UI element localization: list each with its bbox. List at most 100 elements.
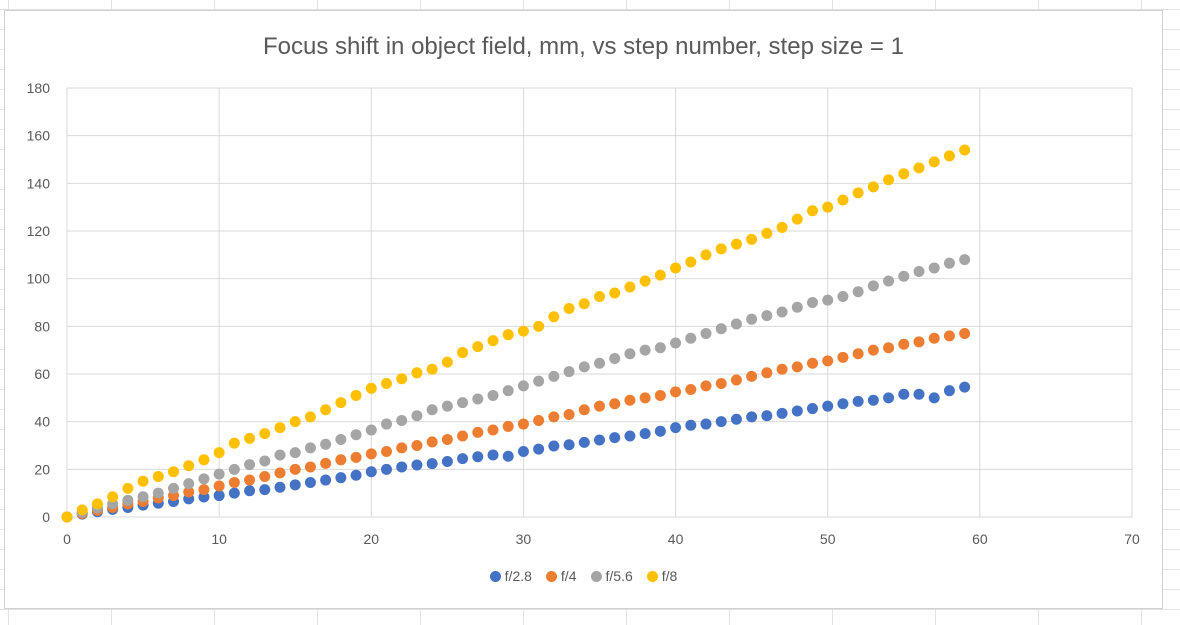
data-point[interactable] [426, 458, 438, 470]
data-point[interactable] [913, 266, 925, 278]
data-point[interactable] [76, 504, 88, 516]
data-point[interactable] [654, 389, 666, 401]
data-point[interactable] [700, 249, 712, 261]
data-point[interactable] [928, 262, 940, 274]
data-point[interactable] [213, 447, 225, 459]
data-point[interactable] [137, 475, 149, 487]
data-point[interactable] [791, 405, 803, 417]
data-point[interactable] [761, 410, 773, 422]
data-point[interactable] [517, 418, 529, 430]
data-point[interactable] [959, 381, 971, 393]
data-point[interactable] [867, 344, 879, 356]
legend-item[interactable]: f/4 [545, 568, 577, 584]
data-point[interactable] [213, 480, 225, 492]
data-point[interactable] [320, 457, 332, 469]
data-point[interactable] [426, 363, 438, 375]
data-point[interactable] [578, 298, 590, 310]
data-point[interactable] [913, 388, 925, 400]
data-point[interactable] [700, 418, 712, 430]
data-point[interactable] [943, 385, 955, 397]
data-point[interactable] [259, 455, 271, 467]
data-point[interactable] [867, 394, 879, 406]
data-point[interactable] [517, 380, 529, 392]
data-point[interactable] [670, 422, 682, 434]
data-point[interactable] [594, 291, 605, 303]
data-point[interactable] [533, 443, 545, 455]
data-point[interactable] [183, 460, 195, 472]
data-point[interactable] [228, 476, 240, 488]
data-point[interactable] [320, 404, 332, 416]
data-point[interactable] [791, 361, 803, 373]
data-point[interactable] [411, 367, 423, 379]
data-point[interactable] [472, 451, 484, 463]
data-point[interactable] [487, 424, 499, 436]
data-point[interactable] [259, 470, 271, 482]
data-point[interactable] [517, 325, 529, 337]
data-point[interactable] [624, 430, 636, 442]
data-point[interactable] [335, 472, 347, 484]
data-point[interactable] [776, 306, 788, 318]
chart-area[interactable]: Focus shift in object field, mm, vs step… [4, 10, 1163, 609]
data-point[interactable] [898, 338, 910, 350]
data-point[interactable] [168, 482, 179, 494]
data-point[interactable] [350, 389, 362, 401]
data-point[interactable] [715, 416, 727, 428]
data-point[interactable] [244, 459, 256, 471]
data-point[interactable] [761, 367, 773, 379]
data-point[interactable] [304, 476, 316, 488]
data-point[interactable] [746, 313, 758, 325]
data-point[interactable] [487, 389, 499, 401]
data-point[interactable] [670, 337, 682, 349]
data-point[interactable] [746, 370, 758, 382]
data-point[interactable] [168, 466, 179, 478]
data-point[interactable] [213, 490, 225, 502]
data-point[interactable] [776, 407, 788, 419]
data-point[interactable] [487, 335, 499, 347]
data-point[interactable] [457, 347, 469, 359]
data-point[interactable] [244, 485, 256, 497]
data-point[interactable] [730, 374, 742, 386]
data-point[interactable] [959, 144, 971, 156]
data-point[interactable] [228, 437, 240, 449]
data-point[interactable] [852, 187, 864, 199]
data-point[interactable] [730, 318, 742, 330]
data-point[interactable] [411, 459, 423, 471]
data-point[interactable] [304, 442, 316, 454]
data-point[interactable] [883, 275, 895, 287]
data-point[interactable] [198, 454, 210, 466]
data-point[interactable] [807, 205, 818, 217]
data-point[interactable] [137, 491, 149, 503]
data-point[interactable] [533, 320, 545, 332]
data-point[interactable] [365, 466, 377, 478]
data-point[interactable] [502, 420, 514, 432]
data-point[interactable] [502, 329, 514, 341]
data-point[interactable] [685, 332, 697, 344]
data-point[interactable] [898, 270, 910, 282]
data-point[interactable] [91, 498, 103, 510]
legend-item[interactable]: f/2.8 [489, 568, 532, 584]
data-point[interactable] [381, 418, 392, 430]
data-point[interactable] [198, 473, 210, 485]
data-point[interactable] [594, 400, 605, 412]
data-point[interactable] [685, 256, 697, 268]
data-point[interactable] [183, 478, 195, 490]
data-point[interactable] [822, 400, 834, 412]
data-point[interactable] [609, 398, 621, 410]
data-point[interactable] [320, 474, 332, 486]
data-point[interactable] [746, 411, 758, 423]
data-point[interactable] [837, 398, 849, 410]
data-point[interactable] [654, 342, 666, 354]
data-point[interactable] [365, 424, 377, 436]
data-point[interactable] [548, 311, 560, 323]
data-point[interactable] [715, 323, 727, 335]
data-point[interactable] [441, 455, 453, 467]
data-point[interactable] [381, 445, 392, 457]
data-point[interactable] [837, 194, 849, 206]
data-point[interactable] [670, 262, 682, 274]
data-point[interactable] [122, 494, 134, 506]
data-point[interactable] [152, 487, 164, 499]
data-point[interactable] [943, 330, 955, 342]
data-point[interactable] [715, 243, 727, 255]
data-point[interactable] [274, 467, 286, 479]
data-point[interactable] [730, 413, 742, 425]
